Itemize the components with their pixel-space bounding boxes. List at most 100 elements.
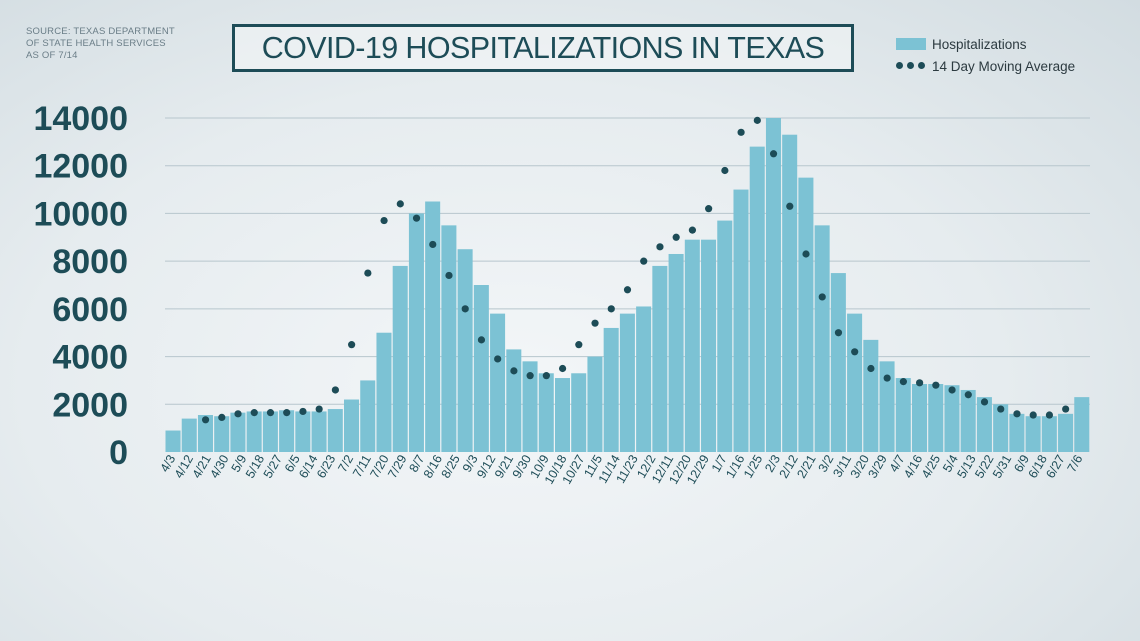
moving-average-dot [315, 405, 323, 413]
bar [392, 265, 408, 452]
legend-bar-swatch [896, 38, 926, 50]
bar [717, 220, 733, 452]
moving-average-dot [786, 202, 794, 210]
x-tick-label: 6/27 [1043, 452, 1067, 480]
moving-average-dot [802, 250, 810, 258]
y-tick-label: 6000 [52, 291, 128, 329]
moving-average-dot [364, 269, 372, 277]
bar [230, 412, 246, 452]
bar [944, 385, 960, 452]
title-box: COVID-19 HOSPITALIZATIONS IN TEXAS [232, 24, 854, 72]
legend: Hospitalizations 14 Day Moving Average [896, 33, 1075, 77]
bar [262, 411, 278, 452]
x-tick-label: 7/29 [385, 452, 409, 480]
moving-average-dot [218, 413, 226, 422]
moving-average-dot [201, 416, 210, 424]
moving-average-dot [737, 128, 745, 136]
bar [344, 399, 360, 452]
x-tick-label: 5/27 [261, 452, 285, 480]
moving-average-dot [623, 286, 632, 294]
y-tick-label: 4000 [52, 339, 128, 377]
source-note: SOURCE: TEXAS DEPARTMENT OF STATE HEALTH… [26, 26, 175, 62]
bar [960, 389, 976, 452]
y-tick-label: 0 [109, 434, 128, 472]
moving-average-dot [575, 341, 583, 349]
source-line: OF STATE HEALTH SERVICES [26, 38, 166, 49]
moving-average-dot [526, 372, 534, 380]
bar [863, 339, 879, 452]
bar [197, 415, 213, 452]
x-tick-label: 4/30 [207, 452, 231, 480]
bar [1025, 416, 1041, 452]
bar [879, 361, 895, 452]
moving-average-dot [818, 293, 826, 301]
x-tick-label: 3/29 [866, 452, 890, 480]
moving-average-dot [997, 405, 1005, 413]
bar [457, 249, 473, 452]
bar [636, 306, 652, 452]
bar [895, 378, 911, 452]
bar [765, 118, 781, 452]
moving-average-dot [266, 409, 275, 417]
moving-average-dot [883, 374, 891, 382]
moving-average-dot [429, 240, 437, 249]
moving-average-dot [932, 381, 940, 389]
bar [911, 384, 928, 452]
x-tick-label: 8/25 [439, 452, 463, 480]
x-tick-label: 5/31 [990, 452, 1014, 480]
moving-average-dot [607, 305, 615, 313]
x-tick-label: 1/25 [741, 452, 765, 480]
bar [554, 378, 571, 452]
moving-average-dot [916, 379, 924, 387]
moving-average-dot [705, 205, 713, 213]
bar [506, 349, 522, 452]
moving-average-dot [283, 409, 291, 417]
bar [376, 332, 392, 452]
bar [311, 411, 327, 452]
bar [246, 411, 262, 452]
moving-average-dot [461, 305, 469, 313]
y-tick-label: 2000 [52, 386, 128, 424]
chart-title: COVID-19 HOSPITALIZATIONS IN TEXAS [261, 31, 825, 65]
bar [814, 225, 830, 452]
moving-average-dot [672, 233, 680, 241]
moving-average-dot [688, 226, 697, 234]
bar [603, 327, 619, 452]
moving-average-dot [964, 391, 972, 399]
moving-average-dot [380, 216, 388, 225]
moving-average-dot [769, 150, 778, 158]
legend-item-hospitalizations: Hospitalizations [896, 33, 1075, 55]
moving-average-dot [753, 116, 761, 124]
moving-average-dot [331, 386, 339, 394]
bar [798, 177, 814, 452]
bar [295, 411, 311, 452]
bar [619, 313, 635, 452]
bar [490, 313, 506, 452]
x-tick-label: 6/23 [314, 452, 338, 480]
bar [1009, 413, 1025, 452]
bar [327, 409, 343, 452]
bar [181, 418, 197, 452]
moving-average-dot [477, 336, 486, 344]
bar [847, 313, 863, 452]
bar [522, 361, 538, 452]
bar [1074, 397, 1090, 452]
legend-item-moving-average: 14 Day Moving Average [896, 55, 1075, 77]
bar [425, 201, 441, 452]
moving-average-dot [851, 348, 859, 356]
source-line: SOURCE: TEXAS DEPARTMENT [26, 26, 175, 37]
moving-average-dot [348, 341, 356, 349]
moving-average-dot [867, 364, 875, 373]
moving-average-dot [445, 271, 453, 280]
moving-average-dot [558, 364, 567, 373]
moving-average-dot [980, 398, 989, 406]
bar [701, 239, 717, 452]
bar [928, 384, 944, 452]
moving-average-dot [1045, 411, 1054, 419]
moving-average-dot [234, 410, 242, 418]
bar [976, 397, 992, 452]
bar [473, 285, 489, 452]
bar [214, 416, 230, 452]
bar [830, 273, 846, 452]
